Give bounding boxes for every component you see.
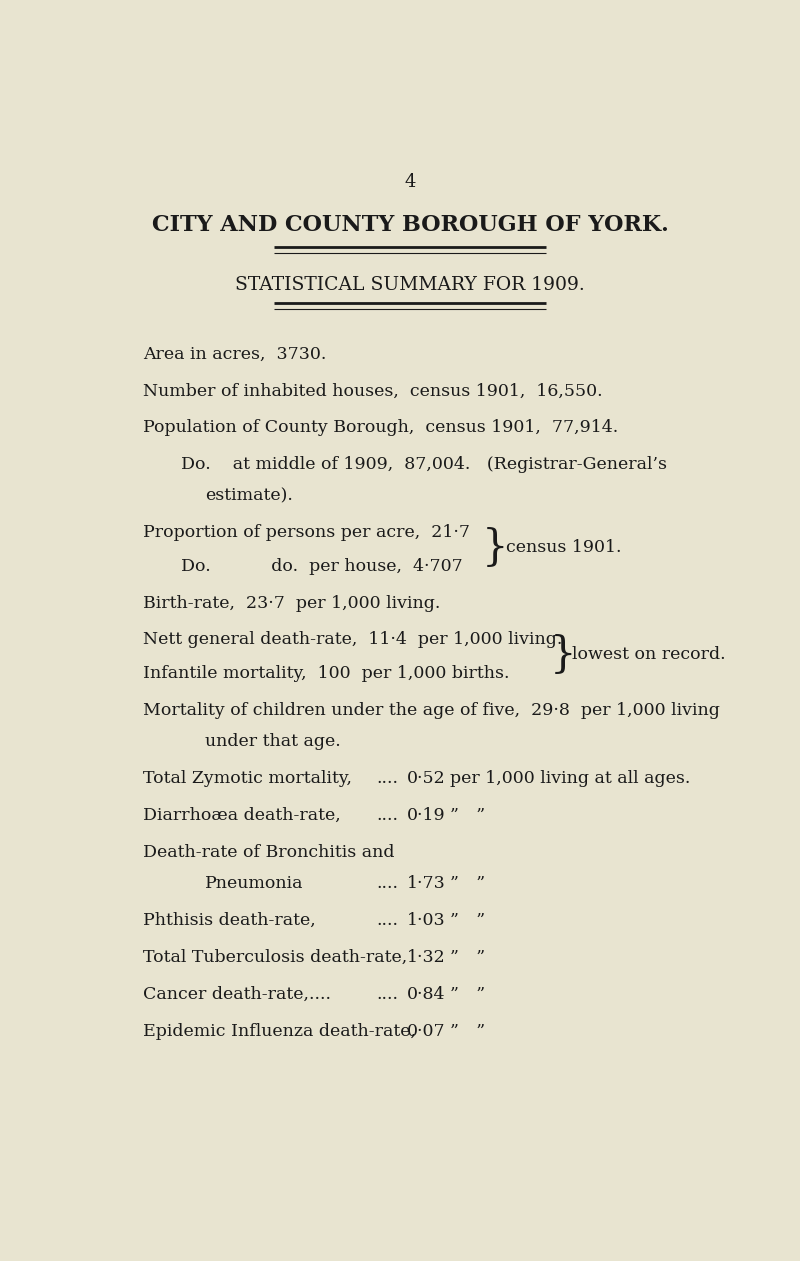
Text: Epidemic Influenza death-rate,: Epidemic Influenza death-rate, — [143, 1023, 416, 1039]
Text: Do.    at middle of 1909,  87,004.   (Registrar-General’s: Do. at middle of 1909, 87,004. (Registra… — [181, 456, 666, 473]
Text: ” ”: ” ” — [450, 875, 486, 892]
Text: per 1,000 living at all ages.: per 1,000 living at all ages. — [450, 769, 690, 787]
Text: ” ”: ” ” — [450, 1023, 486, 1039]
Text: Birth-rate,  23·7  per 1,000 living.: Birth-rate, 23·7 per 1,000 living. — [143, 595, 441, 612]
Text: }: } — [482, 527, 508, 570]
Text: ....: .... — [376, 875, 398, 892]
Text: ....: .... — [376, 769, 398, 787]
Text: Phthisis death-rate,: Phthisis death-rate, — [143, 912, 316, 929]
Text: Total Zymotic mortality,: Total Zymotic mortality, — [143, 769, 352, 787]
Text: 0·52: 0·52 — [407, 769, 446, 787]
Text: Do.           do.  per house,  4·707: Do. do. per house, 4·707 — [181, 557, 462, 575]
Text: Diarrhoæa death-rate,: Diarrhoæa death-rate, — [143, 807, 341, 823]
Text: Infantile mortality,  100  per 1,000 births.: Infantile mortality, 100 per 1,000 birth… — [143, 665, 510, 682]
Text: Cancer death-rate,....: Cancer death-rate,.... — [143, 986, 331, 1002]
Text: Nett general death-rate,  11·4  per 1,000 living.: Nett general death-rate, 11·4 per 1,000 … — [143, 632, 562, 648]
Text: 0·19: 0·19 — [407, 807, 446, 823]
Text: under that age.: under that age. — [206, 733, 341, 750]
Text: ” ”: ” ” — [450, 807, 486, 823]
Text: ” ”: ” ” — [450, 912, 486, 929]
Text: 1·73: 1·73 — [407, 875, 446, 892]
Text: Mortality of children under the age of five,  29·8  per 1,000 living: Mortality of children under the age of f… — [143, 701, 720, 719]
Text: ....: .... — [376, 912, 398, 929]
Text: STATISTICAL SUMMARY FOR 1909.: STATISTICAL SUMMARY FOR 1909. — [235, 276, 585, 294]
Text: Population of County Borough,  census 1901,  77,914.: Population of County Borough, census 190… — [143, 420, 618, 436]
Text: ” ”: ” ” — [450, 948, 486, 966]
Text: }: } — [550, 634, 577, 676]
Text: Number of inhabited houses,  census 1901,  16,550.: Number of inhabited houses, census 1901,… — [143, 382, 603, 400]
Text: census 1901.: census 1901. — [506, 540, 622, 556]
Text: Area in acres,  3730.: Area in acres, 3730. — [143, 346, 326, 362]
Text: CITY AND COUNTY BOROUGH OF YORK.: CITY AND COUNTY BOROUGH OF YORK. — [152, 214, 668, 236]
Text: ....: .... — [376, 986, 398, 1002]
Text: lowest on record.: lowest on record. — [573, 646, 726, 663]
Text: 0·07: 0·07 — [407, 1023, 446, 1039]
Text: Proportion of persons per acre,  21·7: Proportion of persons per acre, 21·7 — [143, 525, 470, 541]
Text: ” ”: ” ” — [450, 986, 486, 1002]
Text: 0·84: 0·84 — [407, 986, 446, 1002]
Text: ....: .... — [376, 807, 398, 823]
Text: 1·03: 1·03 — [407, 912, 446, 929]
Text: Pneumonia: Pneumonia — [206, 875, 304, 892]
Text: 1·32: 1·32 — [407, 948, 446, 966]
Text: estimate).: estimate). — [206, 488, 294, 504]
Text: Death-rate of Bronchitis and: Death-rate of Bronchitis and — [143, 844, 395, 860]
Text: 4: 4 — [404, 173, 416, 190]
Text: Total Tuberculosis death-rate,: Total Tuberculosis death-rate, — [143, 948, 408, 966]
